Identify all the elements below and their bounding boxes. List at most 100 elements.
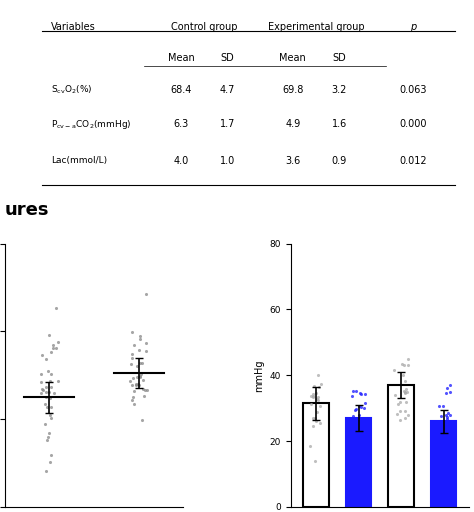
Y-axis label: mmHg: mmHg — [254, 359, 264, 392]
Point — [443, 384, 451, 392]
Point — [309, 390, 317, 398]
Point — [311, 414, 319, 422]
Point — [447, 428, 455, 436]
Bar — [431, 421, 456, 507]
Point — [49, 344, 56, 352]
Point — [42, 388, 50, 396]
Point — [47, 403, 55, 412]
Point — [447, 381, 454, 389]
Point — [403, 385, 410, 393]
Point — [312, 389, 319, 397]
Point — [52, 304, 60, 312]
Point — [309, 393, 317, 401]
Point — [361, 404, 368, 413]
Point — [314, 371, 321, 379]
Point — [348, 392, 356, 400]
Point — [135, 380, 142, 388]
Point — [401, 407, 409, 415]
Point — [349, 412, 357, 420]
Text: p: p — [410, 23, 417, 32]
Point — [42, 467, 50, 475]
Text: Control group: Control group — [171, 23, 238, 32]
Text: Variables: Variables — [51, 23, 96, 32]
Point — [42, 355, 49, 363]
Text: Lac(mmol/L): Lac(mmol/L) — [51, 156, 107, 165]
Point — [397, 398, 404, 406]
Point — [49, 341, 57, 349]
Text: $\mathregular{P_{cv-a}CO_2}$(mmHg): $\mathregular{P_{cv-a}CO_2}$(mmHg) — [51, 118, 132, 131]
Point — [436, 444, 443, 453]
Point — [143, 339, 150, 347]
Point — [136, 381, 143, 389]
Point — [143, 290, 150, 298]
Point — [442, 419, 449, 428]
Point — [46, 458, 54, 466]
Point — [313, 395, 321, 403]
Text: 4.7: 4.7 — [220, 85, 236, 95]
Point — [41, 399, 49, 408]
Point — [352, 406, 359, 414]
Point — [397, 415, 404, 423]
Point — [130, 342, 137, 350]
Point — [128, 395, 136, 403]
Point — [43, 436, 50, 444]
Point — [403, 389, 411, 397]
Point — [126, 377, 134, 385]
Text: $\mathregular{S_{cv}O_2}$(%): $\mathregular{S_{cv}O_2}$(%) — [51, 83, 92, 96]
Text: 4.0: 4.0 — [173, 156, 189, 166]
Point — [140, 392, 148, 400]
Point — [315, 396, 322, 404]
Point — [306, 441, 314, 450]
Point — [307, 392, 315, 400]
Point — [47, 370, 55, 378]
Point — [47, 383, 55, 391]
Text: 3.2: 3.2 — [331, 85, 347, 95]
Point — [353, 424, 360, 432]
Point — [313, 408, 321, 416]
Point — [46, 393, 54, 401]
Text: Experimental group: Experimental group — [268, 23, 365, 32]
Point — [390, 366, 398, 374]
Point — [401, 377, 409, 385]
Point — [136, 346, 143, 354]
Bar — [303, 403, 329, 507]
Point — [38, 385, 46, 393]
Point — [443, 415, 451, 423]
Point — [137, 359, 144, 367]
Point — [443, 413, 450, 421]
Point — [127, 359, 135, 368]
Text: 0.063: 0.063 — [400, 85, 427, 95]
Text: 68.4: 68.4 — [171, 85, 192, 95]
Bar — [346, 418, 372, 507]
Point — [47, 451, 55, 459]
Point — [45, 331, 53, 339]
Point — [404, 355, 412, 363]
Point — [42, 393, 50, 401]
Point — [439, 450, 447, 458]
Point — [137, 334, 144, 343]
Text: Mean: Mean — [279, 53, 306, 63]
Point — [440, 417, 448, 425]
Point — [128, 350, 136, 358]
Point — [404, 360, 412, 369]
Point — [46, 411, 54, 419]
Point — [316, 402, 323, 411]
Text: 1.0: 1.0 — [220, 156, 235, 166]
Text: 1.6: 1.6 — [332, 119, 347, 130]
Point — [350, 463, 357, 471]
Point — [349, 387, 357, 395]
Point — [142, 347, 149, 355]
Point — [437, 426, 444, 434]
Text: 4.9: 4.9 — [285, 119, 301, 130]
Text: SD: SD — [221, 53, 235, 63]
Point — [348, 429, 356, 437]
Point — [38, 351, 46, 359]
Bar — [388, 385, 414, 507]
Point — [42, 383, 50, 391]
Point — [43, 403, 51, 411]
Point — [44, 367, 52, 375]
Point — [47, 414, 55, 422]
Point — [316, 419, 324, 427]
Text: SD: SD — [332, 53, 346, 63]
Point — [129, 374, 137, 382]
